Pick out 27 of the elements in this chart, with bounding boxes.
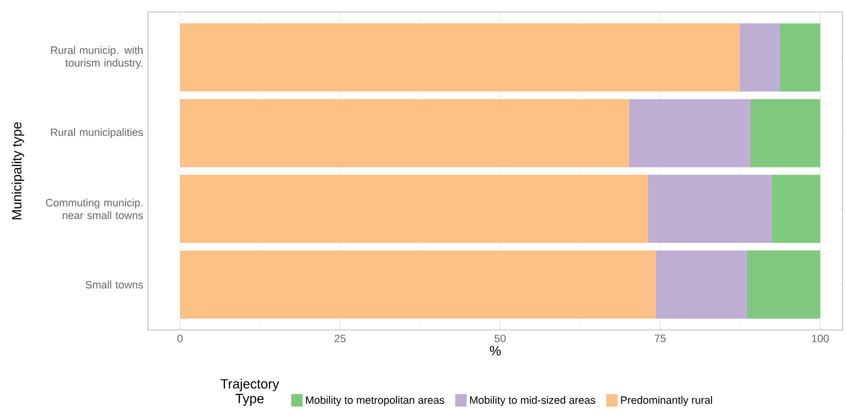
- legend-label: Mobility to mid-sized areas: [470, 396, 596, 406]
- x-axis-title: %: [490, 346, 501, 356]
- x-tick-label: 50: [494, 334, 506, 342]
- x-tick-label: 100: [812, 334, 829, 342]
- legend-title: Trajectory Type: [220, 378, 280, 406]
- y-axis-title: Municipality type: [12, 122, 24, 220]
- bar: [628, 99, 750, 168]
- y-tick-label: Commuting municip. near small towns: [46, 198, 143, 220]
- x-tick-label: 75: [654, 334, 666, 342]
- legend-label: Predominantly rural: [621, 396, 712, 406]
- bar: [746, 250, 820, 319]
- bar: [772, 174, 820, 243]
- legend-label: Mobility to metropolitan areas: [306, 396, 444, 406]
- bar: [750, 99, 820, 168]
- y-tick-label: Small towns: [86, 280, 143, 288]
- bar: [180, 174, 648, 243]
- x-tick-label: 0: [177, 334, 183, 342]
- bar: [180, 99, 629, 168]
- bar: [779, 23, 820, 92]
- y-tick-label: Rural municip. with tourism industry.: [51, 46, 143, 69]
- x-tick-label: 25: [334, 334, 346, 342]
- bar: [656, 250, 747, 319]
- bar: [180, 23, 740, 92]
- bar: [648, 174, 772, 243]
- bar: [740, 23, 780, 92]
- bar: [180, 250, 656, 319]
- y-tick-label: Rural municipalities: [51, 128, 143, 138]
